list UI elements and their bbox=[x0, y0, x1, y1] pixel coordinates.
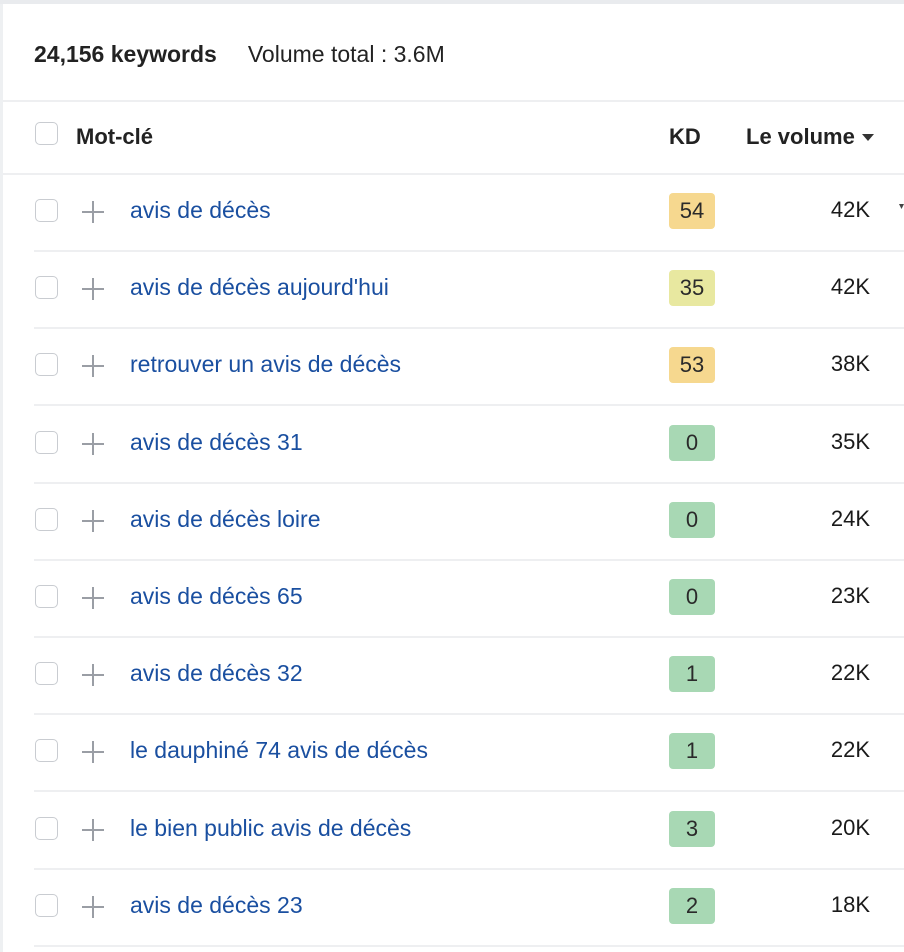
row-checkbox[interactable] bbox=[35, 276, 58, 300]
row-checkbox[interactable] bbox=[35, 199, 58, 222]
kd-badge: 54 bbox=[669, 193, 715, 229]
volume-value: 42K bbox=[830, 197, 870, 222]
keyword-count: 24,156 keywords bbox=[34, 40, 217, 67]
keyword-link[interactable]: avis de décès aujourd'hui bbox=[130, 274, 389, 301]
row-divider bbox=[34, 327, 904, 330]
row-checkbox[interactable] bbox=[35, 585, 58, 608]
table-row: le dauphiné 74 avis de décès 1 22K bbox=[0, 715, 904, 793]
kd-badge: 0 bbox=[669, 424, 715, 461]
table-row: le bien public avis de décès 3 20K bbox=[0, 793, 904, 870]
select-all-checkbox[interactable] bbox=[35, 122, 58, 145]
keyword-link[interactable]: avis de décès 31 bbox=[130, 428, 303, 455]
top-border bbox=[0, 0, 904, 4]
plus-icon[interactable] bbox=[82, 201, 104, 223]
table-summary: 24,156 keywords Volume total : 3.6M bbox=[34, 37, 445, 71]
volume-value: 22K bbox=[830, 660, 870, 686]
table-row: avis de décès loire 0 24K bbox=[0, 484, 904, 561]
table-row: avis de décès 54 42K bbox=[0, 175, 904, 252]
keyword-link[interactable]: avis de décès 23 bbox=[130, 891, 303, 918]
volume-value: 22K bbox=[830, 737, 870, 763]
plus-icon[interactable] bbox=[82, 664, 104, 687]
row-divider bbox=[34, 867, 904, 870]
table-row: avis de décès 65 0 23K bbox=[0, 561, 904, 638]
row-checkbox[interactable] bbox=[35, 662, 58, 686]
volume-value: 42K bbox=[830, 274, 870, 300]
plus-icon[interactable] bbox=[82, 818, 104, 841]
kd-badge: 0 bbox=[669, 579, 715, 615]
row-checkbox[interactable] bbox=[35, 353, 58, 377]
divider bbox=[3, 100, 904, 102]
row-divider bbox=[34, 481, 904, 484]
table-row: avis de décès 31 0 35K bbox=[0, 407, 904, 484]
keyword-link[interactable]: le dauphiné 74 avis de décès bbox=[130, 737, 428, 764]
row-checkbox[interactable] bbox=[35, 430, 58, 454]
volume-value: 18K bbox=[830, 891, 870, 917]
row-divider bbox=[34, 713, 904, 716]
kd-badge: 53 bbox=[669, 347, 715, 384]
table-row: retrouver un avis de décès 53 38K bbox=[0, 329, 904, 407]
volume-value: 24K bbox=[830, 505, 870, 531]
row-checkbox[interactable] bbox=[35, 739, 58, 763]
table-row: avis de décès aujourd'hui 35 42K bbox=[0, 252, 904, 330]
row-checkbox[interactable] bbox=[35, 507, 58, 531]
plus-icon[interactable] bbox=[82, 432, 104, 455]
row-divider bbox=[34, 250, 904, 252]
column-header-volume-label: Le volume bbox=[746, 124, 855, 149]
kd-badge: 1 bbox=[669, 733, 715, 770]
kd-badge: 1 bbox=[669, 656, 715, 693]
volume-total: Volume total : 3.6M bbox=[247, 40, 445, 67]
volume-value: 20K bbox=[830, 814, 870, 840]
divider bbox=[3, 173, 904, 175]
plus-icon[interactable] bbox=[82, 895, 104, 918]
row-divider bbox=[34, 636, 904, 638]
kd-badge: 2 bbox=[669, 887, 715, 924]
plus-icon[interactable] bbox=[82, 509, 104, 532]
plus-icon[interactable] bbox=[82, 278, 104, 301]
table-row: avis de décès 32 1 22K bbox=[0, 638, 904, 716]
kd-badge: 35 bbox=[669, 270, 715, 307]
row-divider bbox=[34, 944, 904, 947]
plus-icon[interactable] bbox=[82, 355, 104, 378]
keyword-link[interactable]: le bien public avis de décès bbox=[130, 814, 412, 841]
column-header-keyword[interactable]: Mot-clé bbox=[76, 124, 153, 149]
keyword-link[interactable]: retrouver un avis de décès bbox=[130, 351, 402, 378]
volume-value: 38K bbox=[830, 351, 870, 377]
table-header: Mot-clé KD Le volume bbox=[0, 102, 904, 174]
caret-down-icon bbox=[861, 133, 874, 141]
volume-value: 35K bbox=[830, 428, 870, 454]
keyword-link[interactable]: avis de décès bbox=[130, 197, 271, 223]
keyword-link[interactable]: avis de décès 32 bbox=[130, 660, 303, 687]
kd-badge: 3 bbox=[669, 810, 715, 847]
partial-icon bbox=[899, 204, 904, 209]
row-divider bbox=[34, 558, 904, 561]
plus-icon[interactable] bbox=[82, 741, 104, 764]
keyword-link[interactable]: avis de décès loire bbox=[130, 505, 321, 532]
table-row: avis de décès 23 2 18K bbox=[0, 870, 904, 947]
row-divider bbox=[34, 404, 904, 407]
row-checkbox[interactable] bbox=[35, 893, 58, 917]
left-border bbox=[0, 4, 3, 952]
keyword-link[interactable]: avis de décès 65 bbox=[130, 583, 303, 609]
row-divider bbox=[34, 790, 904, 793]
column-header-kd[interactable]: KD bbox=[669, 124, 701, 149]
plus-icon[interactable] bbox=[82, 587, 104, 609]
row-checkbox[interactable] bbox=[35, 816, 58, 840]
volume-value: 23K bbox=[830, 583, 870, 608]
column-header-volume[interactable]: Le volume bbox=[746, 124, 874, 150]
kd-badge: 0 bbox=[669, 501, 715, 538]
